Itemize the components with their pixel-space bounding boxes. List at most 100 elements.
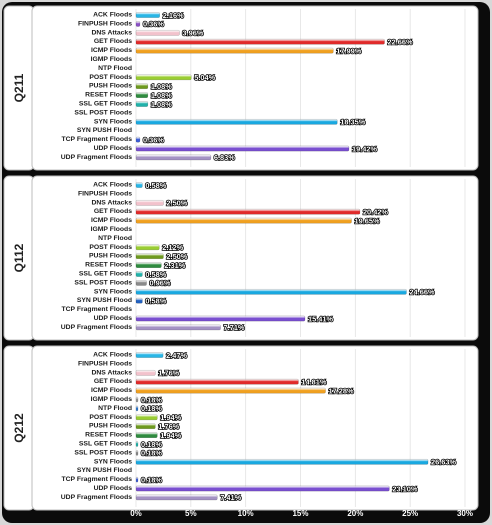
category-label-icmp-floods: ICMP Floods: [91, 387, 132, 394]
category-label-igmp-floods: IGMP Floods: [91, 56, 133, 63]
bar-q112-syn-push-flood: [135, 297, 143, 304]
category-label-finpush-floods: FINPUSH Floods: [78, 20, 132, 27]
category-label-get-floods: GET Floods: [94, 378, 132, 385]
bar-q211-tcp-fragment-floods: [135, 136, 141, 143]
category-label-syn-push-flood: SYN PUSH Flood: [77, 127, 132, 134]
category-label-ntp-flood: NTP Flood: [98, 65, 132, 72]
x-tick-label: 25%: [402, 509, 418, 518]
value-label-q112-ssl-post-floods: 0.96%: [150, 279, 171, 288]
category-label-ssl-post-floods: SSL POST Floods: [74, 449, 132, 456]
value-label-q212-udp-floods: 23.10%: [392, 484, 417, 493]
category-label-tcp-fragment-floods: TCP Fragment Floods: [62, 136, 133, 143]
bar-q112-syn-floods: [135, 289, 407, 295]
category-label-tcp-fragment-floods: TCP Fragment Floods: [62, 306, 133, 313]
category-label-ssl-get-floods: SSL GET Floods: [79, 441, 132, 448]
value-label-q212-get-floods: 14.81%: [301, 378, 326, 387]
category-label-syn-floods: SYN Floods: [94, 288, 132, 295]
category-label-ntp-flood: NTP Flood: [98, 235, 132, 242]
category-label-udp-fragment-floods: UDP Fragment Floods: [61, 324, 132, 331]
value-label-q212-reset-floods: 1.94%: [160, 431, 181, 440]
value-label-q211-icmp-floods: 17.99%: [336, 46, 361, 55]
bar-q112-ssl-post-floods: [135, 280, 147, 286]
x-tick-label: 0%: [130, 509, 142, 518]
bar-q212-udp-fragment-floods: [135, 494, 218, 501]
bar-q211-finpush-floods: [135, 21, 141, 27]
category-label-icmp-floods: ICMP Floods: [91, 217, 132, 224]
bar-q212-ssl-post-floods: [135, 450, 139, 456]
category-label-push-floods: PUSH Floods: [89, 253, 132, 260]
value-label-q212-tcp-fragment-floods: 0.18%: [141, 475, 162, 484]
value-label-q212-icmp-floods: 17.28%: [329, 386, 354, 395]
value-label-q211-post-floods: 5.04%: [194, 73, 215, 82]
bar-q211-reset-floods: [135, 92, 149, 98]
category-label-udp-floods: UDP Floods: [94, 315, 133, 322]
category-label-push-floods: PUSH Floods: [89, 83, 132, 90]
value-label-q112-dns-attacks: 2.50%: [166, 199, 187, 208]
bar-q212-udp-floods: [135, 485, 390, 492]
bar-q212-dns-attacks: [135, 370, 156, 376]
category-label-dns-attacks: DNS Attacks: [91, 369, 132, 376]
category-label-dns-attacks: DNS Attacks: [91, 199, 132, 206]
category-label-get-floods: GET Floods: [94, 38, 132, 45]
value-label-q112-ssl-get-floods: 0.58%: [145, 270, 166, 279]
category-label-ack-floods: ACK Floods: [93, 182, 132, 189]
category-label-push-floods: PUSH Floods: [89, 423, 132, 430]
category-label-udp-fragment-floods: UDP Fragment Floods: [61, 154, 132, 161]
value-label-q112-udp-floods: 15.41%: [308, 314, 333, 323]
bar-q112-reset-floods: [135, 262, 162, 268]
category-label-icmp-floods: ICMP Floods: [91, 47, 132, 54]
x-tick-label: 10%: [238, 509, 254, 518]
bar-q212-push-floods: [135, 423, 156, 430]
bar-q212-get-floods: [135, 378, 299, 385]
value-label-q112-post-floods: 2.12%: [162, 243, 183, 252]
bar-q211-dns-attacks: [135, 30, 180, 36]
panel-label-q212: Q212: [12, 413, 26, 443]
bar-q212-syn-floods: [135, 459, 429, 465]
category-label-reset-floods: RESET Floods: [85, 92, 132, 99]
bar-q212-tcp-fragment-floods: [135, 476, 139, 483]
panel-background-q112: [31, 175, 479, 341]
x-tick-label: 15%: [292, 509, 308, 518]
value-label-q112-reset-floods: 2.31%: [164, 261, 185, 270]
value-label-q211-udp-floods: 19.42%: [352, 144, 377, 153]
value-label-q212-ssl-post-floods: 0.18%: [141, 449, 162, 458]
category-label-ntp-flood: NTP Flood: [98, 405, 132, 412]
bar-q112-push-floods: [135, 253, 164, 260]
category-label-reset-floods: RESET Floods: [85, 262, 132, 269]
bar-q211-udp-fragment-floods: [135, 154, 212, 161]
bar-q212-igmp-floods: [135, 396, 139, 403]
value-label-q112-syn-floods: 24.66%: [409, 288, 434, 297]
category-label-udp-floods: UDP Floods: [94, 145, 133, 152]
value-label-q211-dns-attacks: 3.96%: [182, 29, 203, 38]
value-label-q112-udp-fragment-floods: 7.71%: [224, 323, 245, 332]
category-label-get-floods: GET Floods: [94, 208, 132, 215]
category-label-syn-push-flood: SYN PUSH Flood: [77, 297, 132, 304]
bar-q211-syn-floods: [135, 118, 338, 125]
value-label-q212-ack-floods: 2.47%: [166, 351, 187, 360]
value-label-q112-ack-floods: 0.58%: [145, 181, 166, 190]
panel-label-q112: Q112: [12, 243, 26, 272]
bar-q112-udp-floods: [135, 315, 306, 322]
panel-label-q211: Q211: [12, 73, 26, 102]
category-label-ssl-get-floods: SSL GET Floods: [79, 271, 132, 278]
bar-q212-ack-floods: [135, 352, 164, 358]
value-label-q112-push-floods: 2.50%: [166, 252, 187, 261]
bar-q112-ack-floods: [135, 182, 143, 188]
value-label-q112-syn-push-flood: 0.58%: [145, 297, 166, 306]
value-label-q112-icmp-floods: 19.65%: [354, 216, 379, 225]
value-label-q212-ntp-flood: 0.18%: [141, 404, 162, 413]
bar-q212-ntp-flood: [135, 405, 139, 412]
category-label-tcp-fragment-floods: TCP Fragment Floods: [62, 476, 133, 483]
category-label-ssl-get-floods: SSL GET Floods: [79, 101, 132, 108]
value-label-q211-udp-fragment-floods: 6.83%: [214, 153, 235, 162]
x-tick-label: 30%: [457, 509, 473, 518]
category-label-reset-floods: RESET Floods: [85, 432, 132, 439]
bar-q211-icmp-floods: [135, 47, 334, 54]
bar-q112-udp-fragment-floods: [135, 324, 221, 331]
bar-q211-udp-floods: [135, 145, 350, 152]
bar-q112-get-floods: [135, 208, 361, 215]
value-label-q212-push-floods: 1.76%: [158, 422, 179, 431]
value-label-q212-post-floods: 1.94%: [160, 413, 181, 422]
x-tick-label: 5%: [185, 509, 197, 518]
